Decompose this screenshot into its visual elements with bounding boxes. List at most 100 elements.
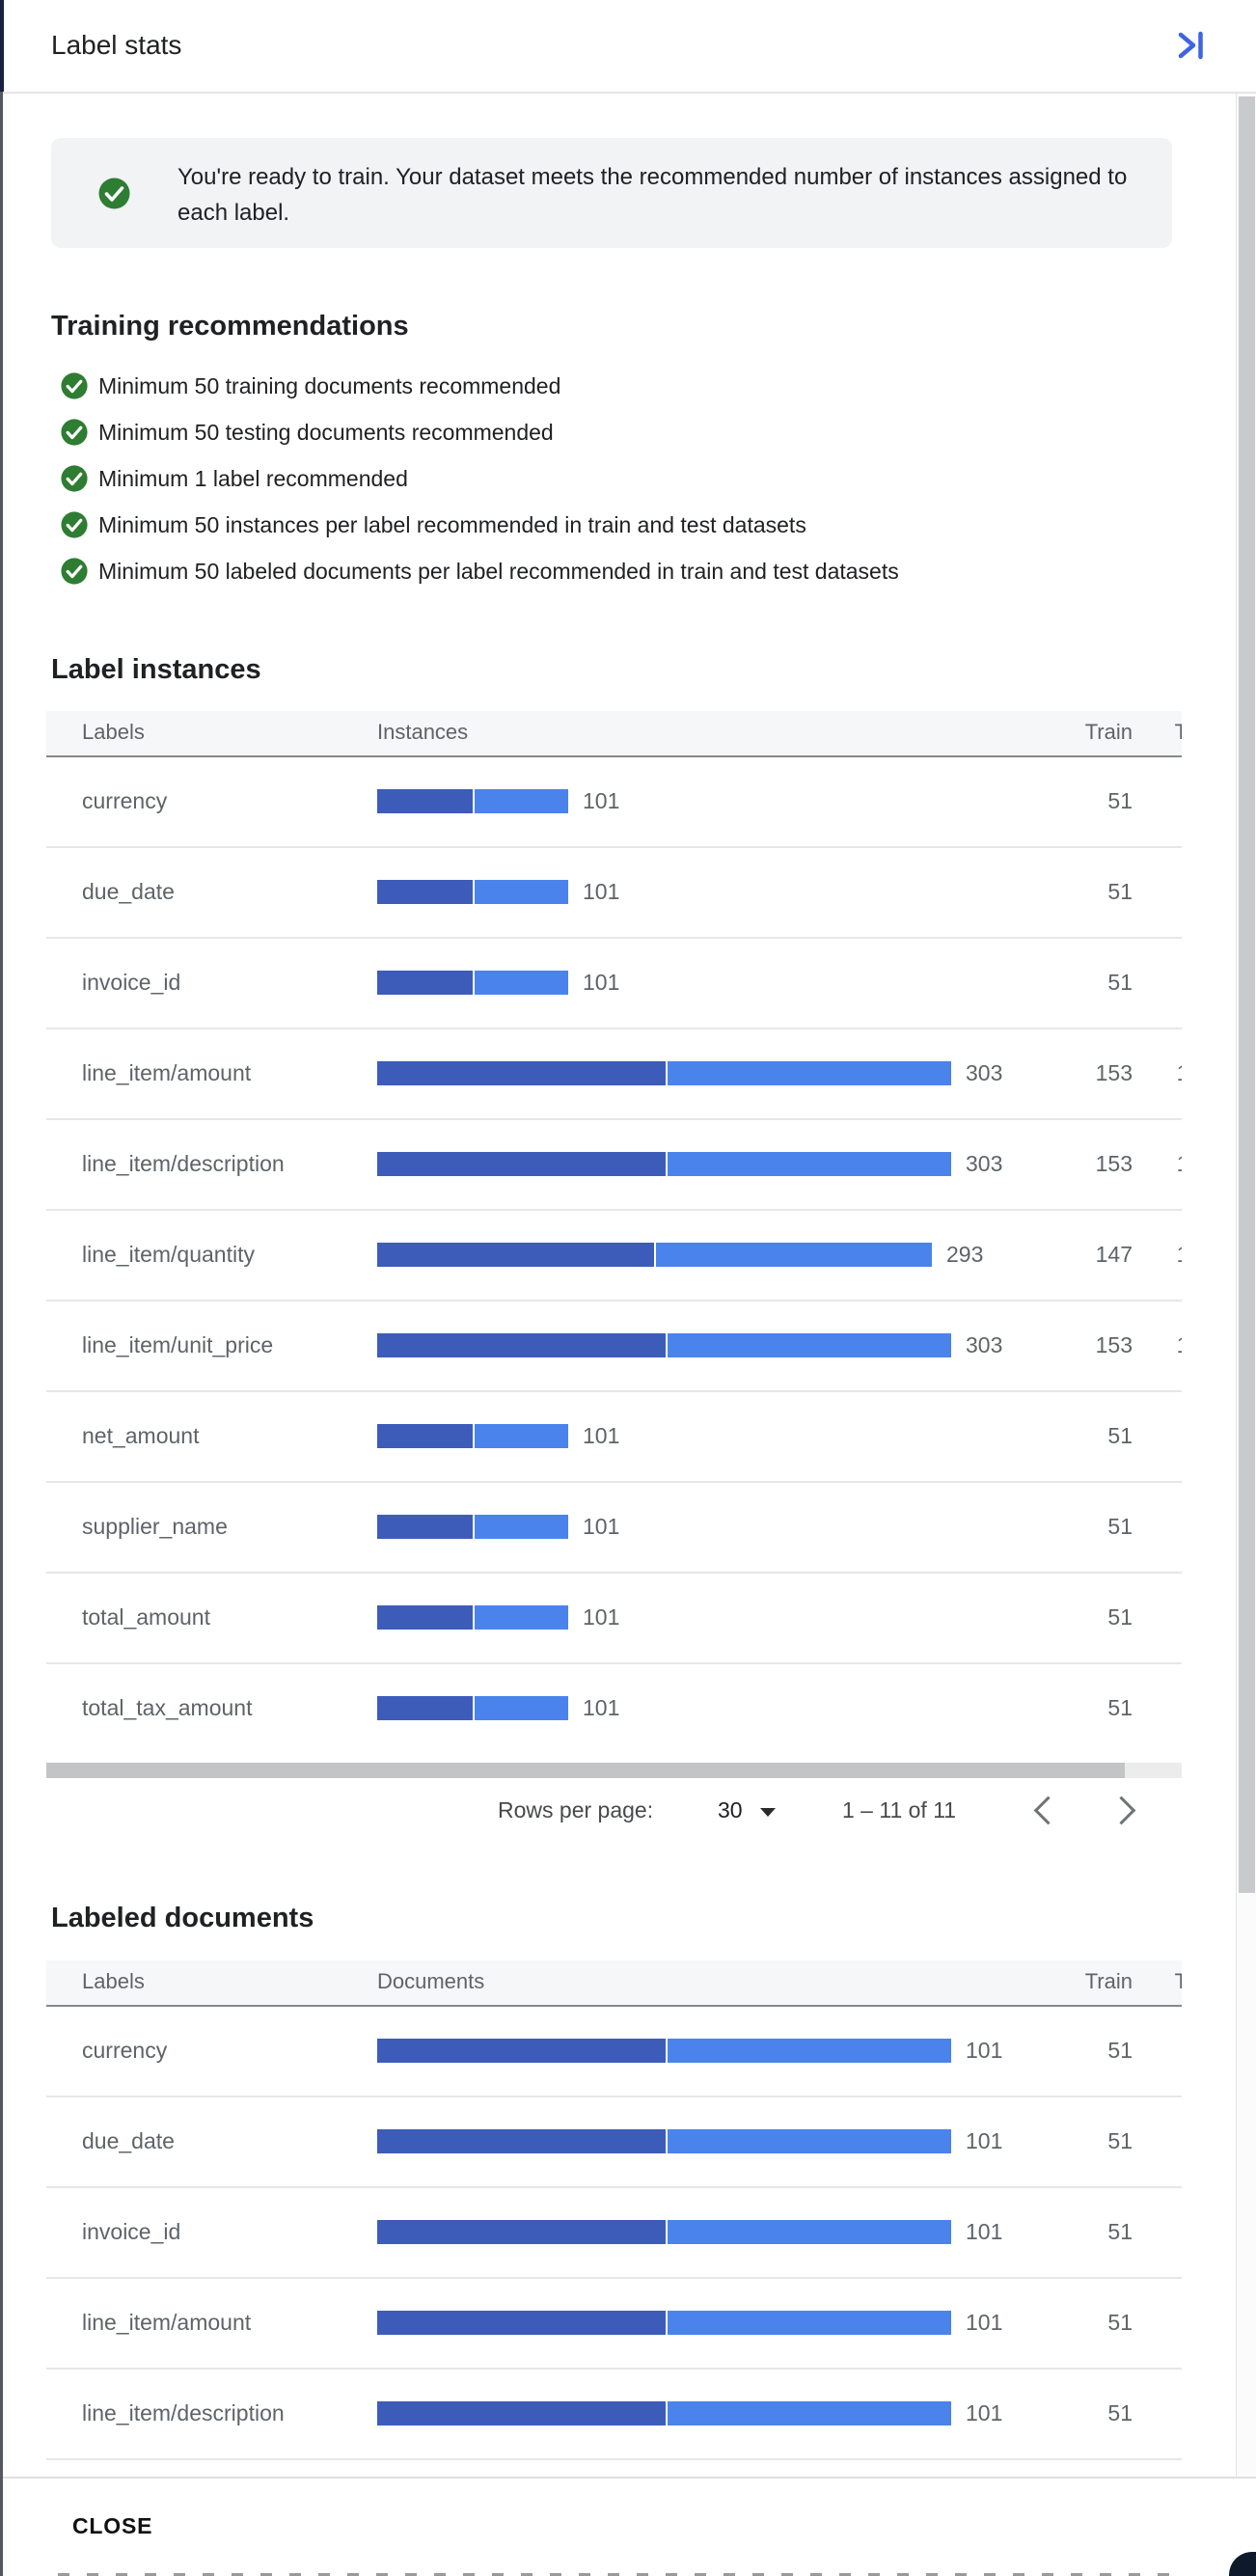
table-row: line_item/quantity 293 147 146 — [46, 1211, 1182, 1302]
label-instances-heading: Label instances — [51, 654, 261, 685]
column-header-labels: Labels — [82, 720, 145, 744]
instances-bar: 101 — [377, 939, 619, 1026]
test-count: 150 — [1117, 1302, 1182, 1388]
test-count: 50 — [1117, 2097, 1182, 2184]
test-count: 150 — [1117, 1029, 1182, 1116]
recommendation-item: Minimum 50 instances per label recommend… — [0, 502, 1256, 548]
test-bar-segment — [475, 879, 568, 904]
horizontal-scrollbar-thumb[interactable] — [46, 1763, 1125, 1778]
table-header-row: Labels Documents Train Test — [46, 1960, 1182, 2007]
row-label: currency — [82, 788, 168, 813]
test-bar-segment — [475, 1604, 568, 1630]
bar-value: 101 — [583, 787, 620, 813]
row-label: due_date — [82, 879, 175, 904]
bar-value: 101 — [583, 1603, 620, 1630]
table-row: line_item/description 303 153 150 — [46, 1120, 1182, 1211]
bar-value: 101 — [966, 2218, 1003, 2244]
row-label: invoice_id — [82, 2219, 181, 2244]
test-bar-segment — [475, 1423, 568, 1448]
train-bar-segment — [377, 1332, 666, 1357]
check-circle-icon — [98, 178, 130, 214]
recommendation-item: Minimum 50 labeled documents per label r… — [0, 548, 1256, 594]
test-count: 50 — [1117, 1483, 1182, 1570]
bar-value: 101 — [966, 2399, 1003, 2425]
instances-bar: 293 — [377, 1211, 983, 1298]
bar-value: 101 — [966, 2309, 1003, 2335]
train-count: 51 — [1107, 1695, 1133, 1720]
train-count: 51 — [1107, 970, 1133, 995]
train-bar-segment — [377, 1604, 473, 1630]
row-label: invoice_id — [82, 970, 181, 995]
documents-bar: 101 — [377, 2007, 1002, 2094]
bar-value: 101 — [583, 1422, 620, 1448]
underlying-page-edge — [0, 92, 3, 2576]
pagination-bar: Rows per page: 30 1 – 11 of 11 — [0, 1785, 1256, 1835]
train-count: 51 — [1107, 879, 1133, 904]
instances-bar: 101 — [377, 1392, 619, 1479]
test-bar-segment — [656, 1242, 932, 1267]
test-count: 50 — [1117, 939, 1182, 1026]
train-bar-segment — [377, 1151, 666, 1176]
test-count: 50 — [1117, 757, 1182, 844]
vertical-scrollbar-thumb[interactable] — [1239, 96, 1255, 1893]
recommendations-list: Minimum 50 training documents recommende… — [0, 363, 1256, 594]
rows-per-page-select[interactable]: 30 — [718, 1797, 743, 1822]
test-bar-segment — [475, 788, 568, 813]
train-bar-segment — [377, 2310, 666, 2335]
column-header-train: Train — [1084, 720, 1133, 744]
collapse-panel-icon[interactable] — [1173, 27, 1210, 64]
close-button[interactable]: CLOSE — [72, 2479, 152, 2573]
vertical-scrollbar[interactable] — [1236, 94, 1256, 2477]
previous-page-icon[interactable] — [1033, 1795, 1063, 1825]
row-label: total_amount — [82, 1604, 210, 1630]
row-label: line_item/quantity — [82, 1242, 255, 1267]
row-label: supplier_name — [82, 1514, 228, 1539]
train-bar-segment — [377, 2038, 666, 2063]
table-row: total_amount 101 51 50 — [46, 1574, 1182, 1664]
test-count: 50 — [1117, 2279, 1182, 2366]
table-row: due_date 101 51 50 — [46, 2097, 1182, 2188]
train-bar-segment — [377, 1514, 473, 1539]
test-count: 50 — [1117, 1664, 1182, 1738]
train-count: 51 — [1107, 2128, 1133, 2153]
next-page-icon[interactable] — [1106, 1795, 1136, 1825]
test-bar-segment — [668, 2310, 951, 2335]
row-label: due_date — [82, 2128, 175, 2153]
test-count: 50 — [1117, 2007, 1182, 2094]
table-row: line_item/unit_price 303 153 150 — [46, 1302, 1182, 1392]
train-count: 51 — [1107, 2219, 1133, 2244]
horizontal-scrollbar[interactable] — [46, 1763, 1182, 1778]
bar-value: 293 — [946, 1241, 984, 1267]
train-bar-segment — [377, 2128, 666, 2153]
panel-footer: CLOSE — [0, 2477, 1256, 2576]
check-circle-icon — [61, 372, 88, 404]
test-bar-segment — [668, 2038, 951, 2063]
test-bar-segment — [668, 1332, 951, 1357]
train-count: 51 — [1107, 2310, 1133, 2335]
recommendation-item: Minimum 1 label recommended — [0, 455, 1256, 502]
train-count: 51 — [1107, 788, 1133, 813]
dropdown-caret-icon[interactable] — [760, 1808, 776, 1817]
table-header-row: Labels Instances Train Test — [46, 711, 1182, 757]
underlying-page-edge — [0, 0, 4, 92]
bar-value: 101 — [583, 1513, 620, 1539]
train-bar-segment — [377, 1423, 473, 1448]
table-row: currency 101 51 50 — [46, 2007, 1182, 2097]
instances-bar: 101 — [377, 848, 619, 935]
test-count: 50 — [1117, 1392, 1182, 1479]
test-count: 146 — [1117, 1211, 1182, 1298]
train-bar-segment — [377, 2219, 666, 2244]
train-count: 153 — [1095, 1332, 1133, 1357]
bar-value: 101 — [966, 2127, 1003, 2153]
recommendation-text: Minimum 1 label recommended — [98, 466, 408, 491]
row-label: line_item/amount — [82, 1060, 252, 1085]
test-bar-segment — [475, 1695, 568, 1720]
column-header-test: Test — [1174, 720, 1182, 744]
bar-value: 303 — [966, 1150, 1003, 1176]
instances-bar: 101 — [377, 757, 619, 844]
table-row: net_amount 101 51 50 — [46, 1392, 1182, 1483]
bar-value: 303 — [966, 1331, 1003, 1357]
instances-bar: 303 — [377, 1302, 1002, 1388]
test-bar-segment — [475, 1514, 568, 1539]
